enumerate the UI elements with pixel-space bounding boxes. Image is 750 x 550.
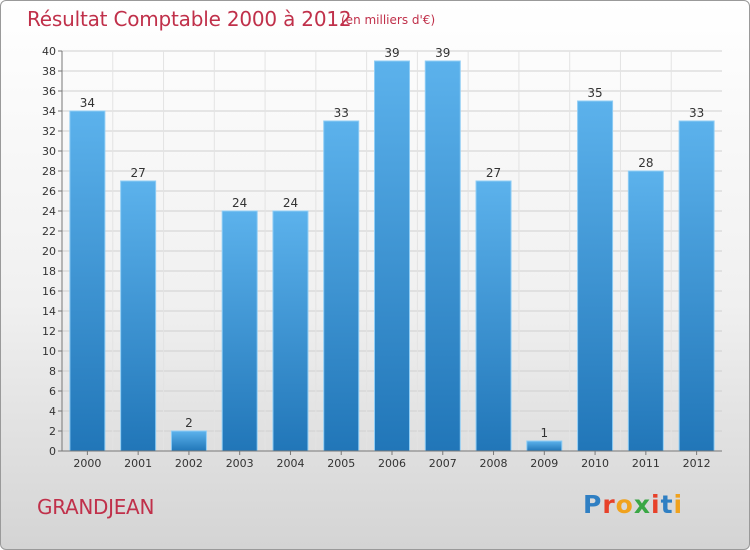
x-tick-label: 2000: [73, 457, 101, 470]
chart-title: Résultat Comptable 2000 à 2012: [27, 7, 352, 31]
y-tick-label: 40: [42, 45, 56, 58]
bar: [170, 430, 207, 452]
y-tick-label: 10: [42, 345, 56, 358]
bar: [678, 120, 715, 452]
y-tick-label: 34: [42, 105, 56, 118]
x-tick-label: 2009: [530, 457, 558, 470]
bar: [272, 210, 309, 452]
y-tick-label: 38: [42, 65, 56, 78]
value-label: 34: [80, 96, 95, 110]
logo-letter: i: [673, 490, 684, 519]
x-tick-label: 2010: [581, 457, 609, 470]
value-label: 35: [587, 86, 602, 100]
bar: [577, 100, 614, 452]
x-tick-label: 2003: [226, 457, 254, 470]
logo-letter: i: [651, 490, 661, 519]
x-tick-label: 2002: [175, 457, 203, 470]
value-label: 39: [435, 46, 450, 60]
y-tick-label: 16: [42, 285, 56, 298]
bar: [475, 180, 512, 452]
y-tick-label: 0: [49, 445, 56, 458]
y-tick-label: 2: [49, 425, 56, 438]
value-label: 1: [540, 426, 548, 440]
y-tick-label: 30: [42, 145, 56, 158]
bar: [69, 110, 106, 452]
bar-chart: 0246810121416182022242628303234363840200…: [42, 45, 722, 470]
bar: [374, 60, 410, 452]
logo-letter: r: [602, 490, 616, 519]
logo-letter: P: [583, 490, 603, 519]
value-label: 33: [689, 106, 704, 120]
y-tick-label: 28: [42, 165, 56, 178]
value-label: 28: [638, 156, 653, 170]
value-label: 27: [131, 166, 146, 180]
value-label: 27: [486, 166, 501, 180]
x-tick-label: 2006: [378, 457, 406, 470]
chart-subtitle: (en milliers d'€): [341, 13, 436, 27]
y-tick-label: 12: [42, 325, 56, 338]
y-tick-label: 36: [42, 85, 56, 98]
bar-series: [69, 60, 715, 452]
y-tick-label: 20: [42, 245, 56, 258]
x-tick-label: 2004: [276, 457, 304, 470]
x-tick-label: 2011: [632, 457, 660, 470]
bar: [221, 210, 258, 452]
bar: [120, 180, 157, 452]
data-labels: 34 27 2 24 24 33 39 39 27 1 35 28 33: [80, 46, 705, 440]
y-tick-label: 26: [42, 185, 56, 198]
y-tick-label: 18: [42, 265, 56, 278]
x-tick-label: 2005: [327, 457, 355, 470]
proxiti-logo: Proxiti: [583, 490, 683, 519]
bar: [627, 170, 664, 452]
value-label: 2: [185, 416, 193, 430]
logo-letter: x: [633, 490, 651, 519]
bar: [424, 60, 461, 452]
y-tick-label: 32: [42, 125, 56, 138]
value-label: 24: [283, 196, 298, 210]
x-tick-label: 2008: [480, 457, 508, 470]
x-tick-label: 2012: [683, 457, 711, 470]
y-tick-label: 4: [49, 405, 56, 418]
bar: [323, 120, 360, 452]
x-tick-label: 2007: [429, 457, 457, 470]
x-tick-label: 2001: [124, 457, 152, 470]
commune-name: GRANDJEAN: [37, 495, 155, 519]
value-label: 33: [334, 106, 349, 120]
value-label: 39: [384, 46, 399, 60]
logo-letter: o: [615, 490, 634, 519]
y-tick-label: 8: [49, 365, 56, 378]
logo-letter: t: [660, 490, 674, 519]
y-tick-label: 14: [42, 305, 56, 318]
y-tick-label: 24: [42, 205, 56, 218]
axes: 0246810121416182022242628303234363840200…: [42, 45, 722, 470]
bar: [526, 440, 563, 452]
y-tick-label: 22: [42, 225, 56, 238]
y-tick-label: 6: [49, 385, 56, 398]
value-label: 24: [232, 196, 247, 210]
